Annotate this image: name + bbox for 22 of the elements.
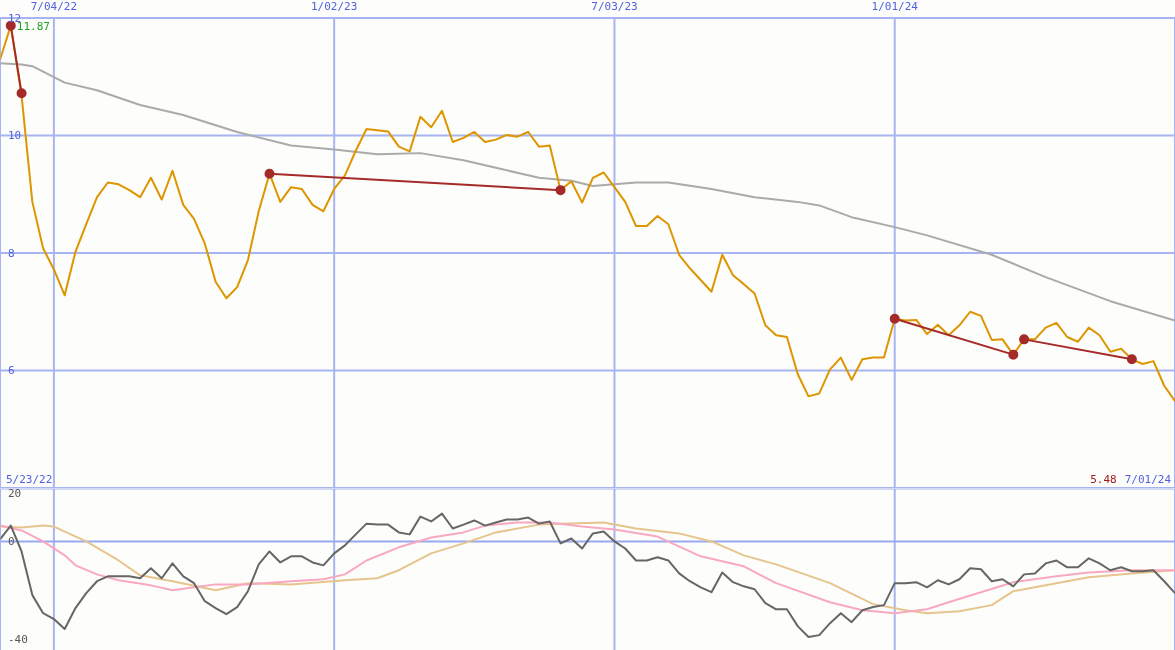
point bbox=[889, 313, 900, 324]
x-tick-label: 7/04/22 bbox=[30, 0, 78, 13]
line-series bbox=[0, 62, 1175, 322]
point bbox=[1008, 349, 1019, 360]
annotation: 5.48 bbox=[1090, 473, 1117, 486]
line-series bbox=[0, 521, 1175, 615]
y-tick-label: 6 bbox=[8, 364, 15, 378]
y-tick-label: 8 bbox=[8, 246, 15, 260]
x-tick-label: 1/01/24 bbox=[871, 0, 919, 13]
x-tick-label: 7/03/23 bbox=[591, 0, 638, 13]
y-tick-label: 10 bbox=[8, 129, 22, 143]
y-tick-label: -40 bbox=[8, 632, 28, 646]
annotation: 7/01/24 bbox=[1124, 473, 1171, 486]
point bbox=[16, 88, 27, 99]
point bbox=[1126, 354, 1137, 365]
y-tick-label: 0 bbox=[8, 535, 15, 549]
annotation: 5/23/22 bbox=[6, 473, 53, 486]
point bbox=[264, 168, 275, 179]
point bbox=[555, 185, 566, 196]
y-tick-label: 20 bbox=[8, 486, 22, 500]
point bbox=[1019, 334, 1030, 345]
x-tick-label: 1/02/23 bbox=[310, 0, 358, 13]
